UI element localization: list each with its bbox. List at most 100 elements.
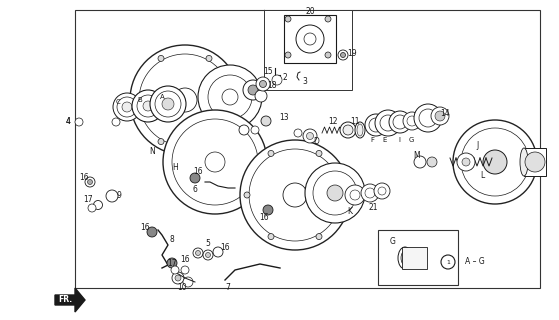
- Text: A – G: A – G: [465, 258, 485, 267]
- Circle shape: [427, 157, 437, 167]
- Circle shape: [403, 112, 421, 130]
- Circle shape: [150, 86, 186, 122]
- Text: 18: 18: [267, 82, 277, 91]
- Ellipse shape: [401, 251, 409, 265]
- Circle shape: [117, 97, 137, 117]
- Text: 6: 6: [192, 186, 197, 195]
- Circle shape: [122, 102, 132, 112]
- Circle shape: [325, 16, 331, 22]
- Ellipse shape: [398, 247, 412, 269]
- Text: 4: 4: [65, 117, 70, 126]
- Text: F: F: [370, 137, 374, 143]
- Text: 4: 4: [65, 116, 70, 125]
- Circle shape: [163, 110, 267, 214]
- Circle shape: [172, 119, 258, 205]
- Text: E: E: [383, 137, 387, 143]
- Circle shape: [306, 132, 314, 140]
- Circle shape: [162, 98, 174, 110]
- Circle shape: [407, 116, 417, 126]
- Ellipse shape: [520, 148, 528, 176]
- Circle shape: [304, 33, 316, 45]
- Circle shape: [414, 156, 426, 168]
- Circle shape: [338, 50, 348, 60]
- Circle shape: [365, 188, 375, 198]
- Circle shape: [272, 75, 282, 85]
- Circle shape: [268, 234, 274, 240]
- Text: 16: 16: [180, 255, 190, 265]
- Circle shape: [230, 97, 236, 103]
- Circle shape: [340, 192, 346, 198]
- Circle shape: [206, 139, 212, 145]
- Circle shape: [171, 266, 179, 274]
- Circle shape: [249, 149, 341, 241]
- Text: 16: 16: [193, 167, 203, 177]
- Text: 16: 16: [140, 223, 150, 233]
- Circle shape: [147, 227, 157, 237]
- Circle shape: [193, 248, 203, 258]
- Circle shape: [441, 255, 455, 269]
- Polygon shape: [55, 288, 85, 312]
- Circle shape: [283, 183, 307, 207]
- Circle shape: [137, 95, 159, 117]
- Circle shape: [461, 128, 529, 196]
- Text: K: K: [348, 207, 353, 217]
- Text: 11: 11: [350, 117, 360, 126]
- Text: 3: 3: [302, 77, 307, 86]
- Bar: [402, 247, 427, 269]
- Text: 20: 20: [305, 7, 315, 17]
- Circle shape: [285, 16, 291, 22]
- Circle shape: [203, 250, 213, 260]
- Circle shape: [361, 184, 379, 202]
- Text: 13: 13: [279, 114, 289, 123]
- Circle shape: [183, 277, 193, 287]
- Circle shape: [483, 150, 507, 174]
- Circle shape: [173, 88, 197, 112]
- Circle shape: [172, 272, 184, 284]
- Circle shape: [240, 140, 350, 250]
- Circle shape: [139, 54, 231, 146]
- Circle shape: [369, 118, 383, 132]
- Text: 16: 16: [79, 172, 89, 181]
- Circle shape: [419, 109, 437, 127]
- Ellipse shape: [355, 122, 365, 138]
- Circle shape: [393, 115, 407, 129]
- Circle shape: [130, 45, 240, 155]
- Text: 2: 2: [283, 73, 287, 82]
- Circle shape: [190, 173, 200, 183]
- Circle shape: [525, 152, 545, 172]
- Circle shape: [261, 116, 271, 126]
- Text: G: G: [408, 137, 414, 143]
- Circle shape: [259, 81, 267, 87]
- Circle shape: [435, 111, 445, 121]
- Bar: [524, 148, 546, 176]
- Circle shape: [243, 80, 263, 100]
- Circle shape: [181, 266, 189, 274]
- Text: N: N: [149, 148, 155, 156]
- Circle shape: [85, 177, 95, 187]
- Circle shape: [374, 183, 390, 199]
- Text: 19: 19: [347, 49, 357, 58]
- Circle shape: [134, 97, 140, 103]
- Text: 16: 16: [259, 213, 269, 222]
- Circle shape: [208, 75, 252, 119]
- Circle shape: [327, 185, 343, 201]
- Circle shape: [222, 89, 238, 105]
- Circle shape: [294, 129, 302, 137]
- Circle shape: [158, 55, 164, 61]
- Text: A: A: [160, 94, 164, 100]
- Text: B: B: [138, 97, 143, 103]
- Text: 1: 1: [446, 260, 450, 265]
- Circle shape: [305, 163, 365, 223]
- Circle shape: [155, 91, 181, 117]
- Text: 10: 10: [177, 284, 187, 292]
- Circle shape: [205, 152, 225, 172]
- Text: G: G: [390, 237, 396, 246]
- Bar: [378, 230, 458, 285]
- Circle shape: [285, 52, 291, 58]
- Circle shape: [340, 122, 356, 138]
- Text: 15: 15: [263, 68, 273, 76]
- Text: J: J: [477, 141, 479, 150]
- Circle shape: [389, 111, 411, 133]
- Text: I: I: [398, 137, 400, 143]
- Circle shape: [378, 187, 386, 195]
